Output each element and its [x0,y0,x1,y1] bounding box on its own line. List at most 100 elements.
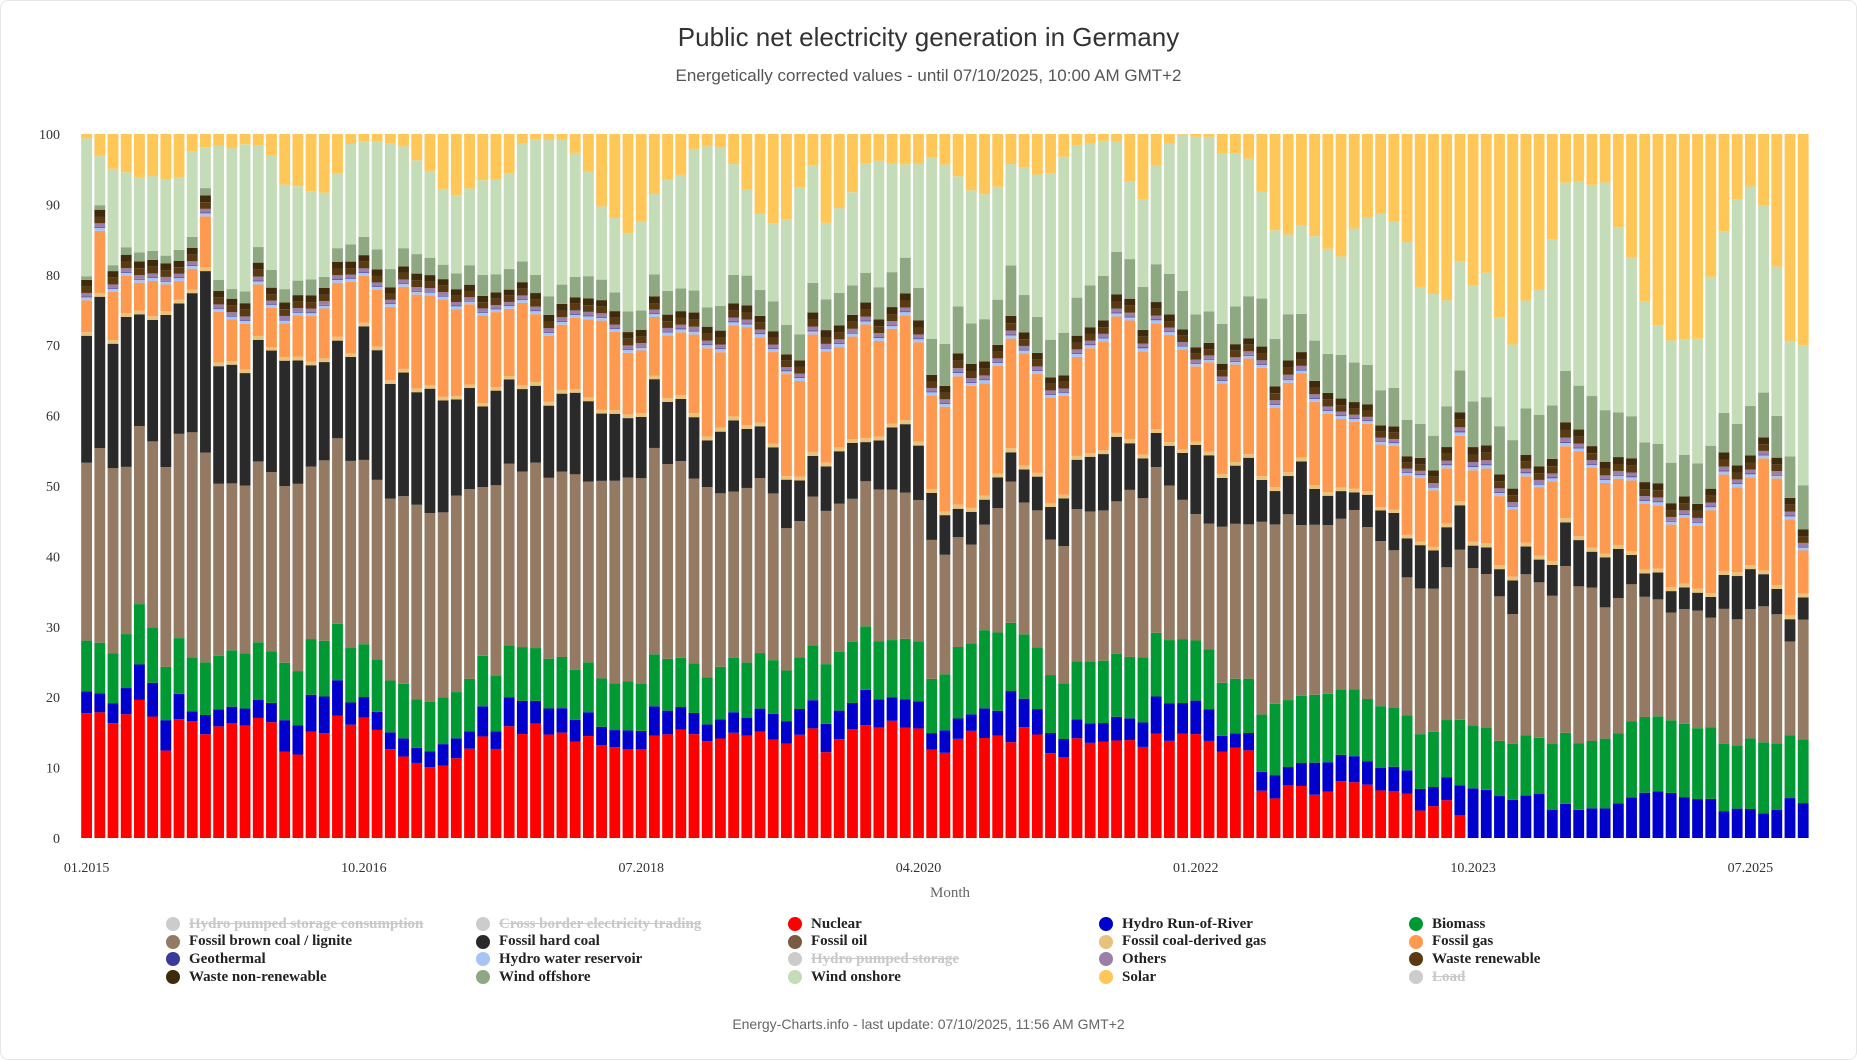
bar-segment-fossil-coal-derived-gas[interactable] [530,381,541,386]
bar-segment-fossil-hard-coal[interactable] [120,316,132,467]
bar-segment-hydro-run-of-river[interactable] [1137,722,1149,747]
bar-segment-fossil-coal-derived-gas[interactable] [200,267,211,272]
bar-segment-others[interactable] [873,333,885,337]
bar-segment-waste-renewable[interactable] [1018,339,1030,346]
bar-segment-wind-offshore[interactable] [1018,295,1030,333]
bar-segment-geothermal[interactable] [477,311,489,313]
bar-segment-waste-renewable[interactable] [688,319,700,327]
bar-segment-waste-non-renewable[interactable] [1163,314,1175,322]
bar-segment-waste-non-renewable[interactable] [741,305,753,313]
bar-segment-fossil-gas[interactable] [332,282,343,337]
bar-segment-waste-renewable[interactable] [992,351,1004,359]
bar-segment-hydro-water-reservoir[interactable] [1005,335,1017,339]
bar-segment-waste-non-renewable[interactable] [1216,363,1228,371]
bar-segment-wind-onshore[interactable] [741,189,753,276]
bar-segment-waste-non-renewable[interactable] [1309,380,1321,388]
bar-segment-hydro-water-reservoir[interactable] [1401,472,1413,476]
bar-segment-solar[interactable] [516,134,528,144]
bar-segment-solar[interactable] [279,134,291,185]
bar-segment-biomass[interactable] [1692,728,1703,800]
bar-segment-others[interactable] [1045,390,1056,395]
bar-segment-hydro-water-reservoir[interactable] [147,277,159,281]
bar-segment-nuclear[interactable] [609,747,621,838]
bar-segment-fossil-coal-derived-gas[interactable] [1428,546,1439,551]
bar-segment-fossil-coal-derived-gas[interactable] [1163,442,1175,446]
bar-segment-waste-renewable[interactable] [384,293,396,300]
bar-segment-hydro-water-reservoir[interactable] [1586,464,1598,469]
bar-segment-hydro-water-reservoir[interactable] [464,301,475,305]
bar-segment-biomass[interactable] [1256,714,1268,772]
bar-segment-wind-offshore[interactable] [1744,406,1756,456]
bar-segment-hydro-run-of-river[interactable] [1229,733,1241,748]
bar-segment-fossil-gas[interactable] [1269,407,1281,488]
bar-segment-hydro-run-of-river[interactable] [1296,763,1307,786]
bar-segment-wind-offshore[interactable] [569,276,581,298]
bar-segment-solar[interactable] [1071,134,1083,146]
bar-segment-solar[interactable] [688,134,700,149]
bar-segment-solar[interactable] [305,134,317,192]
bar-segment-fossil-coal-derived-gas[interactable] [635,413,647,417]
bar-segment-fossil-hard-coal[interactable] [107,343,119,469]
bar-segment-fossil-brown-coal-lignite[interactable] [147,441,159,628]
bar-segment-wind-onshore[interactable] [1692,338,1703,464]
bar-segment-wind-onshore[interactable] [477,180,489,275]
bar-segment-fossil-gas[interactable] [107,291,119,341]
bar-segment-waste-renewable[interactable] [1163,321,1175,328]
bar-segment-hydro-water-reservoir[interactable] [1309,398,1321,402]
bar-segment-fossil-hard-coal[interactable] [741,428,753,488]
bar-segment-solar[interactable] [1309,134,1321,237]
bar-segment-fossil-gas[interactable] [1203,362,1215,452]
bar-segment-wind-offshore[interactable] [1718,412,1730,453]
bar-segment-wind-offshore[interactable] [715,305,726,331]
bar-segment-fossil-gas[interactable] [807,334,819,452]
bar-segment-hydro-run-of-river[interactable] [794,708,806,735]
bar-segment-hydro-water-reservoir[interactable] [1744,474,1756,478]
bar-segment-waste-non-renewable[interactable] [662,314,674,322]
bar-segment-fossil-brown-coal-lignite[interactable] [1097,510,1109,661]
bar-segment-biomass[interactable] [1414,734,1426,789]
bar-segment-fossil-hard-coal[interactable] [279,360,291,486]
bar-segment-geothermal[interactable] [147,277,159,278]
bar-segment-biomass[interactable] [596,678,607,727]
bar-segment-nuclear[interactable] [569,741,581,838]
bar-segment-waste-renewable[interactable] [1401,462,1413,469]
bar-segment-biomass[interactable] [1546,744,1558,810]
bar-segment-fossil-hard-coal[interactable] [860,442,872,482]
bar-segment-wind-onshore[interactable] [1480,272,1492,398]
bar-segment-wind-onshore[interactable] [371,141,383,250]
bar-segment-biomass[interactable] [424,701,436,752]
bar-segment-solar[interactable] [1124,134,1136,182]
legend-item-load[interactable]: Load [1409,968,1465,986]
bar-segment-waste-non-renewable[interactable] [1401,456,1413,463]
bar-segment-biomass[interactable] [318,640,330,697]
bar-segment-fossil-hard-coal[interactable] [728,420,740,492]
bar-segment-others[interactable] [833,339,845,344]
bar-segment-waste-renewable[interactable] [1282,367,1294,375]
bar-segment-hydro-water-reservoir[interactable] [1639,500,1651,504]
bar-segment-waste-renewable[interactable] [675,317,687,325]
legend-item-wind-onshore[interactable]: Wind onshore [788,968,901,986]
bar-segment-wind-offshore[interactable] [464,265,475,285]
bar-segment-waste-non-renewable[interactable] [807,312,819,320]
bar-segment-biomass[interactable] [939,674,951,731]
bar-segment-geothermal[interactable] [715,348,726,350]
bar-segment-others[interactable] [384,299,396,304]
bar-segment-waste-non-renewable[interactable] [1546,458,1558,467]
bar-segment-hydro-water-reservoir[interactable] [622,349,634,353]
bar-segment-wind-onshore[interactable] [107,168,119,266]
bar-segment-wind-offshore[interactable] [1652,443,1664,484]
bar-segment-fossil-coal-derived-gas[interactable] [1758,570,1769,575]
bar-segment-others[interactable] [1731,479,1743,484]
bar-segment-fossil-coal-derived-gas[interactable] [424,385,436,389]
bar-segment-waste-renewable[interactable] [1348,408,1360,415]
bar-segment-solar[interactable] [1362,134,1373,218]
bar-segment-nuclear[interactable] [200,734,211,838]
bar-segment-wind-offshore[interactable] [120,247,132,255]
bar-segment-solar[interactable] [556,134,568,140]
bar-segment-others[interactable] [490,305,502,309]
bar-segment-wind-offshore[interactable] [1150,264,1162,303]
bar-segment-fossil-gas[interactable] [728,325,740,417]
bar-segment-fossil-hard-coal[interactable] [1111,436,1122,502]
bar-segment-geothermal[interactable] [767,348,779,350]
bar-segment-geothermal[interactable] [1388,442,1400,444]
